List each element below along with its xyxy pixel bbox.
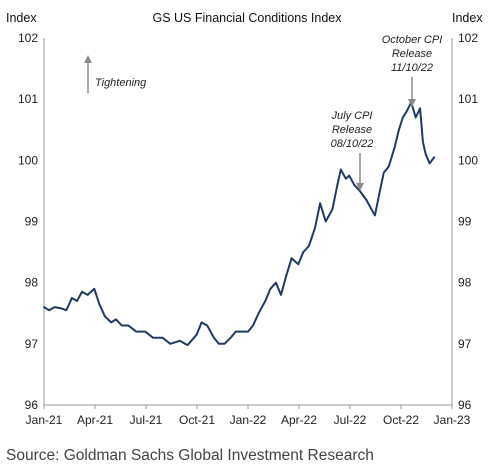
october-cpi-arrowhead-icon [408, 99, 416, 107]
y-tick-label-right: 97 [458, 337, 472, 351]
y-tick-label-left: 99 [25, 215, 39, 229]
y-ticks: 96 96 97 97 98 98 99 99 100 100 101 101 102 102 [18, 31, 478, 412]
source-note: Source: Goldman Sachs Global Investment … [6, 447, 374, 464]
y-tick-label-left: 96 [25, 398, 39, 412]
x-tick-label: Apr-22 [281, 413, 317, 427]
x-tick-label: Jan-23 [434, 413, 471, 427]
y-tick-label-right: 100 [458, 153, 478, 167]
x-tick-label: Apr-21 [77, 413, 113, 427]
october-cpi-line-1: October CPI [382, 34, 443, 46]
y-tick-label-left: 102 [18, 31, 38, 45]
x-tick-label: Jan-22 [230, 413, 267, 427]
chart-title: GS US Financial Conditions Index [153, 11, 343, 25]
series-line [43, 101, 436, 347]
y-tick-label-left: 97 [25, 337, 39, 351]
y-tick-label-right: 96 [458, 398, 472, 412]
july-cpi-annotation: July CPI Release 08/10/22 [331, 110, 374, 191]
tightening-annotation: Tightening [84, 55, 147, 93]
y-axis-label-right: Index [452, 11, 483, 25]
x-ticks: Jan-21 Apr-21 Jul-21 Oct-21 Jan-22 Apr-22 Jul-… [26, 405, 471, 427]
y-axis-label-left: Index [6, 11, 37, 25]
y-tick-label-right: 102 [458, 31, 478, 45]
x-tick-label: Jul-22 [334, 413, 367, 427]
x-tick-label: Oct-21 [179, 413, 215, 427]
july-cpi-arrowhead-icon [356, 183, 364, 191]
y-tick-label-right: 98 [458, 276, 472, 290]
october-cpi-line-3: 11/10/22 [391, 62, 433, 74]
x-tick-label: Jul-21 [130, 413, 163, 427]
october-cpi-annotation: October CPI Release 11/10/22 [382, 34, 443, 107]
july-cpi-line-1: July CPI [331, 110, 373, 122]
y-tick-label-left: 101 [18, 92, 38, 106]
y-tick-label-left: 100 [18, 153, 38, 167]
y-tick-label-left: 98 [25, 276, 39, 290]
tightening-arrowhead-icon [84, 55, 92, 63]
october-cpi-line-2: Release [392, 48, 432, 60]
july-cpi-line-2: Release [332, 124, 372, 136]
july-cpi-line-3: 08/10/22 [331, 138, 374, 150]
y-tick-label-right: 99 [458, 215, 472, 229]
tightening-label: Tightening [95, 77, 147, 89]
x-tick-label: Oct-22 [383, 413, 419, 427]
x-tick-label: Jan-21 [26, 413, 63, 427]
y-tick-label-right: 101 [458, 92, 478, 106]
